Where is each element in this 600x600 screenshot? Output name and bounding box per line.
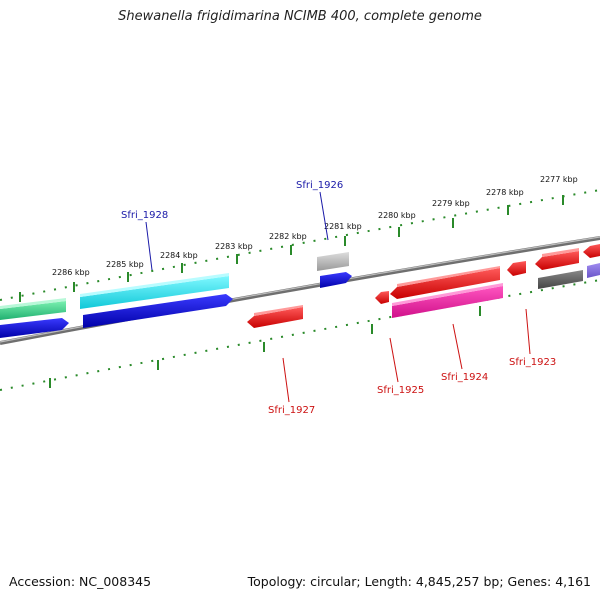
- genome-summary-text: Topology: circular; Length: 4,845,257 bp…: [247, 574, 591, 589]
- gene-label-sfri-1927[interactable]: Sfri_1927: [268, 405, 315, 416]
- tick-label: 2286 kbp: [52, 268, 90, 277]
- tick-label: 2281 kbp: [324, 222, 362, 231]
- label-leaders: [145, 191, 531, 403]
- gene-red-edge[interactable]: [583, 244, 600, 258]
- tick-label: 2284 kbp: [160, 251, 198, 260]
- tick-label: 2278 kbp: [486, 188, 524, 197]
- gene-sfri-1928-cyan[interactable]: [80, 273, 229, 309]
- accession-text: Accession: NC_008345: [9, 574, 152, 589]
- tick-label: 2280 kbp: [378, 211, 416, 220]
- gene-dark-gray[interactable]: [538, 270, 583, 289]
- gene-sfri-1925-red-small[interactable]: [375, 291, 389, 304]
- gene-sfri-1929-blue[interactable]: [0, 318, 69, 338]
- gene-label-sfri-1926[interactable]: Sfri_1926: [296, 180, 343, 191]
- tick-label: 2283 kbp: [215, 242, 253, 251]
- tick-label: 2279 kbp: [432, 199, 470, 208]
- genome-backbone: [0, 236, 600, 345]
- inner-major-ticks: [49, 306, 481, 388]
- gene-label-sfri-1928[interactable]: Sfri_1928: [121, 210, 168, 221]
- gene-label-sfri-1924[interactable]: Sfri_1924: [441, 372, 488, 383]
- gene-sfri-1925-red[interactable]: [390, 266, 500, 299]
- gene-sfri-1923-red-small[interactable]: [507, 261, 526, 276]
- gene-sfri-1926-gray[interactable]: [317, 252, 349, 271]
- outer-major-ticks: [19, 195, 564, 302]
- map-title: Shewanella frigidimarina NCIMB 400, comp…: [118, 9, 482, 24]
- gene-sfri-1929-green[interactable]: [0, 298, 66, 320]
- gene-sfri-1927-red[interactable]: [247, 305, 303, 328]
- tick-label: 2285 kbp: [106, 260, 144, 269]
- tick-label: 2282 kbp: [269, 232, 307, 241]
- gene-label-sfri-1925[interactable]: Sfri_1925: [377, 385, 424, 396]
- tick-label: 2277 kbp: [540, 175, 578, 184]
- gene-sfri-1928-blue[interactable]: [83, 294, 233, 328]
- gene-label-sfri-1923[interactable]: Sfri_1923: [509, 357, 556, 368]
- gene-sfri-1923-red[interactable]: [535, 248, 579, 270]
- outer-tick-ring: [0, 189, 600, 301]
- gene-sfri-1924-pink[interactable]: [392, 283, 503, 318]
- gene-purple-edge[interactable]: [587, 263, 600, 278]
- gene-sfri-1926-blue[interactable]: [320, 272, 352, 288]
